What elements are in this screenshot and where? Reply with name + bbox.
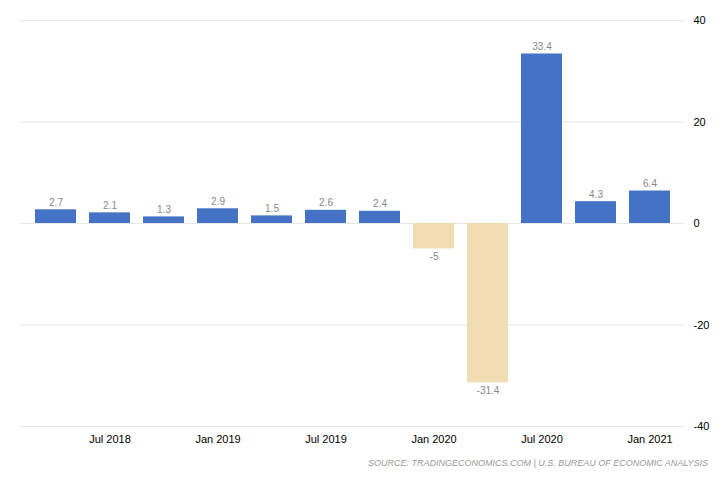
svg-text:1.3: 1.3: [157, 204, 171, 215]
svg-text:4.3: 4.3: [589, 189, 603, 200]
svg-text:20: 20: [694, 116, 706, 128]
svg-text:2.6: 2.6: [319, 197, 333, 208]
svg-text:2.7: 2.7: [49, 197, 63, 208]
svg-text:Jan 2019: Jan 2019: [195, 433, 240, 445]
html-text:SOURCE: TRADINGECONOMICS.COM |: SOURCE: TRADINGECONOMICS.COM | U.S. BURE…: [367, 458, 708, 468]
svg-text:1.5: 1.5: [265, 203, 279, 214]
svg-text:Jan 2021: Jan 2021: [627, 433, 672, 445]
svg-text:-40: -40: [694, 420, 710, 432]
svg-text:Jul 2020: Jul 2020: [521, 433, 563, 445]
svg-text:40: 40: [694, 14, 706, 26]
svg-text:0: 0: [694, 217, 700, 229]
svg-text:-31.4: -31.4: [477, 385, 500, 396]
svg-text:Jul 2019: Jul 2019: [305, 433, 347, 445]
svg-text:-5: -5: [430, 251, 439, 262]
svg-text:2.1: 2.1: [103, 200, 117, 211]
svg-text:6.4: 6.4: [643, 178, 657, 189]
svg-text:2.4: 2.4: [373, 198, 387, 209]
svg-text:2.9: 2.9: [211, 196, 225, 207]
svg-text:33.4: 33.4: [532, 41, 552, 52]
svg-text:Jul 2018: Jul 2018: [89, 433, 131, 445]
svg-text:-20: -20: [694, 319, 710, 331]
svg-text:Jan 2020: Jan 2020: [411, 433, 456, 445]
